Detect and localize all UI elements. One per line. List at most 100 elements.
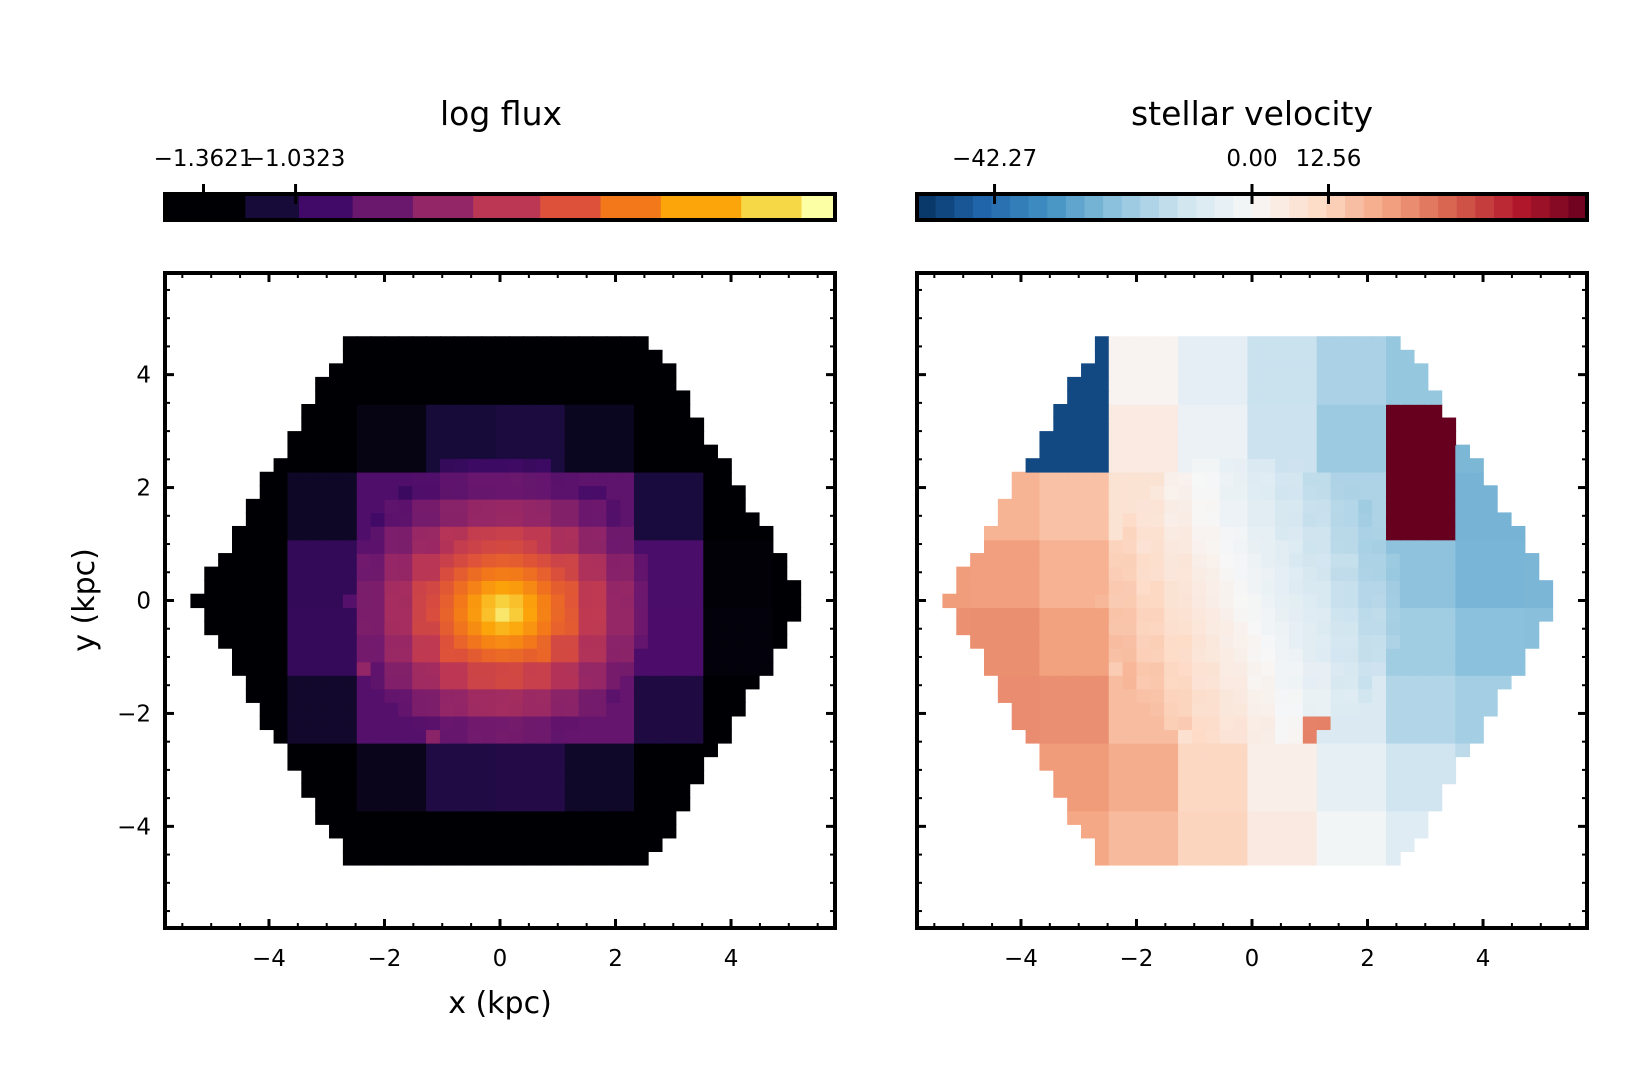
flux-bin (661, 675, 677, 690)
flux-bin (550, 810, 566, 825)
velocity-bin (1344, 363, 1360, 378)
velocity-bin (1427, 553, 1443, 568)
flux-bin (717, 580, 732, 595)
flux-bin (426, 553, 441, 568)
velocity-bin (1372, 851, 1387, 866)
flux-bin (315, 525, 330, 541)
velocity-bin (1136, 498, 1152, 514)
velocity-bin (1025, 525, 1041, 541)
flux-bin (426, 566, 441, 581)
flux-bin (675, 539, 691, 554)
velocity-bin (1191, 647, 1207, 663)
velocity-bin (1455, 702, 1470, 717)
velocity-bin (1413, 824, 1429, 839)
flux-bin (370, 431, 386, 446)
flux-bin (384, 566, 400, 581)
flux-bin (620, 729, 635, 744)
flux-bin (592, 769, 608, 785)
velocity-bin (1413, 783, 1429, 798)
flux-bin (717, 620, 732, 636)
velocity-colorbar-band (954, 194, 974, 220)
flux-bin (661, 390, 677, 405)
flux-bin (467, 498, 483, 514)
flux-bin (495, 336, 511, 351)
velocity-colorbar-band (1345, 194, 1365, 220)
flux-bin (259, 607, 275, 622)
velocity-bin (984, 539, 999, 554)
velocity-bin (1496, 620, 1512, 636)
flux-bin (592, 553, 608, 568)
velocity-colorbar-band (1419, 194, 1439, 220)
flux-bin (647, 349, 663, 365)
velocity-bin (1178, 647, 1193, 663)
flux-bin (772, 580, 788, 595)
flux-bin (606, 566, 621, 581)
velocity-bin (1219, 824, 1235, 839)
velocity-bin (1496, 634, 1512, 649)
velocity-bin (1178, 458, 1193, 473)
flux-bin (384, 498, 400, 514)
velocity-bin (1247, 661, 1263, 676)
velocity-bin (1191, 783, 1207, 798)
velocity-bin (1344, 783, 1360, 798)
flux-bin (342, 553, 358, 568)
flux-bin (481, 349, 497, 365)
flux-bin (564, 661, 580, 676)
flux-bin (481, 851, 497, 866)
velocity-bin (1094, 471, 1110, 487)
flux-bin (564, 647, 580, 663)
flux-bin (689, 431, 705, 446)
velocity-bin (1150, 580, 1166, 595)
velocity-bin (1261, 688, 1276, 703)
flux-bin (606, 539, 621, 554)
flux-bin (412, 471, 427, 487)
flux-bin (453, 647, 469, 663)
velocity-bin (1011, 498, 1027, 514)
velocity-bin (1316, 444, 1332, 460)
velocity-bin (1399, 485, 1415, 500)
flux-bin (398, 431, 414, 446)
flux-bin (301, 431, 316, 446)
flux-bin (245, 688, 261, 703)
velocity-colorbar-band (1400, 194, 1421, 220)
velocity-bin (1483, 675, 1498, 690)
velocity-bin (1164, 485, 1179, 500)
flux-bin (453, 376, 469, 392)
velocity-bin (1288, 661, 1304, 676)
flux-bin (301, 512, 316, 527)
velocity-bin (1275, 851, 1290, 866)
velocity-bin (1330, 404, 1346, 419)
flux-bin (592, 702, 608, 717)
flux-bin (509, 634, 524, 649)
flux-bin (315, 471, 330, 487)
flux-bin (564, 783, 580, 798)
velocity-bin (1316, 810, 1332, 825)
flux-bin (592, 458, 608, 473)
velocity-bin (1372, 525, 1387, 541)
flux-bin (426, 620, 441, 636)
flux-bin (606, 593, 621, 609)
velocity-bin (1358, 715, 1373, 731)
flux-bin (564, 485, 580, 500)
flux-bin (439, 417, 455, 432)
flux-bin (550, 485, 566, 500)
velocity-bin (1288, 404, 1304, 419)
velocity-colorbar (917, 194, 1588, 220)
flux-bin (536, 769, 552, 785)
velocity-bin (1441, 539, 1457, 554)
flux-bin (315, 729, 330, 744)
velocity-bin (1247, 525, 1263, 541)
flux-bin (315, 417, 330, 432)
velocity-bin (1136, 634, 1152, 649)
velocity-bin (1233, 756, 1249, 771)
flux-bin (592, 376, 608, 392)
velocity-bin (1219, 661, 1235, 676)
flux-bin (523, 851, 538, 866)
flux-bin (370, 525, 386, 541)
flux-bin (523, 742, 538, 758)
velocity-bin (1344, 824, 1360, 839)
flux-bin (301, 566, 316, 581)
flux-bin (523, 349, 538, 365)
flux-bin (495, 593, 511, 609)
velocity-bin (1039, 688, 1055, 703)
